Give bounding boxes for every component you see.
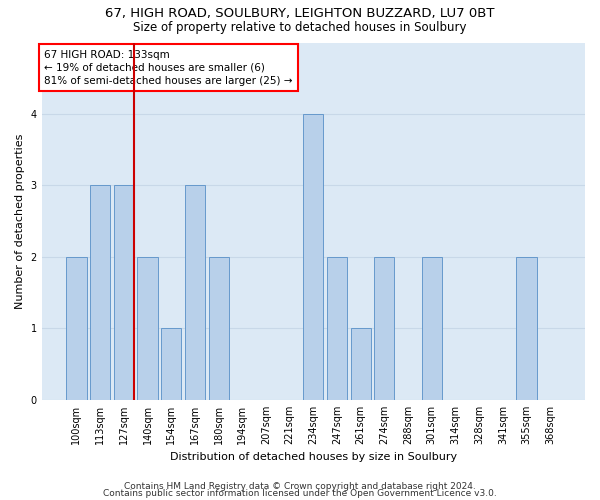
Text: 67, HIGH ROAD, SOULBURY, LEIGHTON BUZZARD, LU7 0BT: 67, HIGH ROAD, SOULBURY, LEIGHTON BUZZAR… xyxy=(105,8,495,20)
Bar xyxy=(327,257,347,400)
Text: Contains HM Land Registry data © Crown copyright and database right 2024.: Contains HM Land Registry data © Crown c… xyxy=(124,482,476,491)
Bar xyxy=(161,328,181,400)
X-axis label: Distribution of detached houses by size in Soulbury: Distribution of detached houses by size … xyxy=(170,452,457,462)
Bar xyxy=(114,186,134,400)
Text: Contains public sector information licensed under the Open Government Licence v3: Contains public sector information licen… xyxy=(103,490,497,498)
Bar xyxy=(67,257,86,400)
Bar xyxy=(374,257,394,400)
Y-axis label: Number of detached properties: Number of detached properties xyxy=(15,134,25,309)
Text: Size of property relative to detached houses in Soulbury: Size of property relative to detached ho… xyxy=(133,21,467,34)
Bar xyxy=(303,114,323,400)
Text: 67 HIGH ROAD: 133sqm
← 19% of detached houses are smaller (6)
81% of semi-detach: 67 HIGH ROAD: 133sqm ← 19% of detached h… xyxy=(44,50,293,86)
Bar xyxy=(517,257,536,400)
Bar xyxy=(137,257,158,400)
Bar xyxy=(350,328,371,400)
Bar xyxy=(209,257,229,400)
Bar xyxy=(422,257,442,400)
Bar xyxy=(90,186,110,400)
Bar xyxy=(185,186,205,400)
